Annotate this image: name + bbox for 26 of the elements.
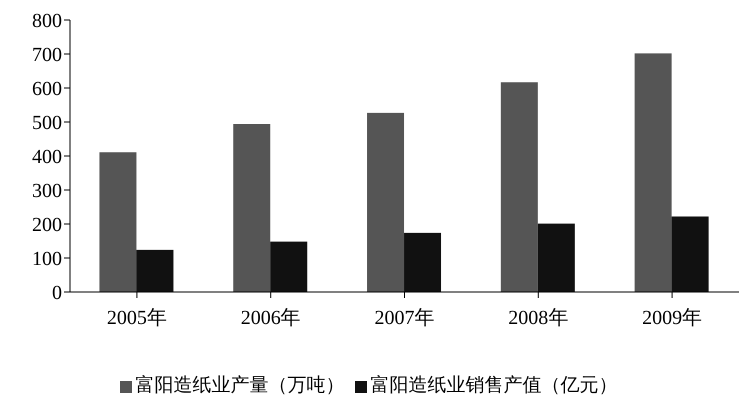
y-tick-label: 200 [32,214,62,236]
y-tick-label: 100 [32,248,62,270]
y-tick-label: 600 [32,78,62,100]
bar [367,112,404,292]
x-tick-label: 2009年 [642,307,702,330]
y-tick-label: 500 [32,112,62,134]
bar [233,124,270,292]
bar [672,216,709,292]
bar [634,53,672,292]
x-tick-label: 2005年 [106,307,167,330]
y-tick-label: 700 [32,44,62,66]
bar [99,152,136,292]
bar [270,242,308,292]
bar [136,250,174,292]
bar [538,224,575,292]
y-tick-label: 400 [32,146,62,168]
legend-label: 富阳造纸业销售产值（亿元） [370,375,618,396]
bar [500,82,538,292]
x-tick-label: 2008年 [508,307,568,330]
y-tick-label: 300 [32,180,62,202]
x-tick-label: 2007年 [374,307,434,330]
y-tick-label: 0 [52,282,62,304]
x-tick-label: 2006年 [240,307,301,330]
bar [404,232,442,292]
y-tick-label: 800 [32,10,62,32]
legend-label: 富阳造纸业产量（万吨） [136,375,344,396]
